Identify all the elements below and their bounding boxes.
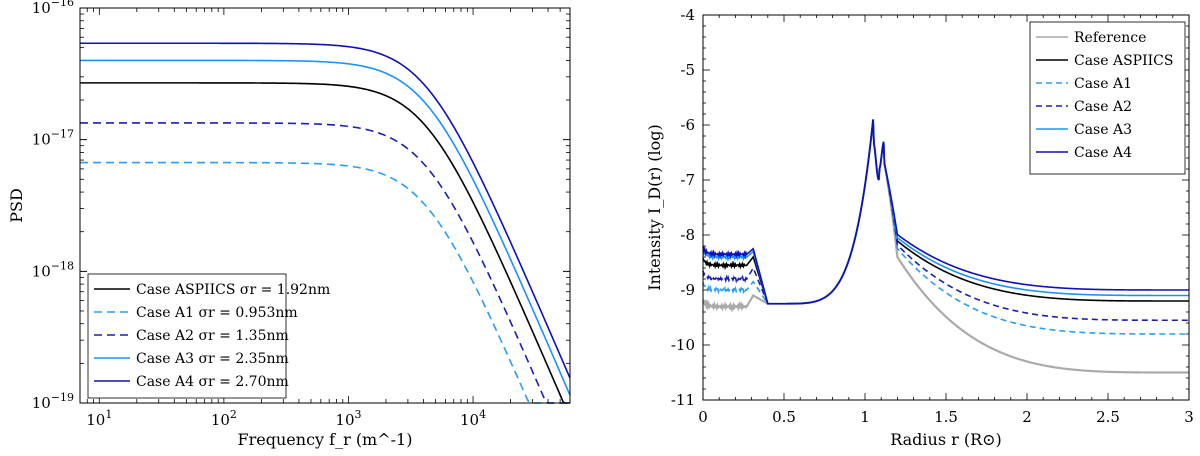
intensity-series-line (702, 119, 1189, 305)
y-axis-label: Intensity I_D(r) (log) (645, 124, 664, 291)
legend-entry: Case A1 (1074, 76, 1132, 92)
x-tick-label: 1 (860, 408, 870, 426)
y-tick-label: 10−19 (32, 391, 74, 412)
x-tick-label: 1.5 (934, 408, 958, 426)
x-tick-label: 104 (460, 408, 486, 429)
y-tick-label: 10−18 (32, 259, 74, 280)
x-tick-label: 0 (698, 408, 708, 426)
psd-series-line (80, 59, 571, 396)
intensity-legend: Reference Case ASPIICS Case A1 Case A2 Case … (1029, 21, 1186, 175)
x-axis-label: Radius r (R⊙) (890, 430, 1002, 449)
legend-entry: Case A4 σr = 2.70nm (136, 374, 289, 390)
psd-series-line (80, 161, 570, 404)
psd-legend: Case ASPIICS σr = 1.92nm Case A1 σr = 0.9… (87, 273, 330, 399)
legend-entry: Reference (1074, 30, 1146, 46)
x-tick-label: 2.5 (1096, 408, 1120, 426)
y-tick-label: -10 (671, 336, 695, 354)
x-tick-label: 102 (211, 408, 237, 429)
legend-entry: Case A2 σr = 1.35nm (136, 328, 289, 344)
psd-axes-frame (79, 7, 571, 404)
intensity-axes-frame (702, 14, 1190, 401)
y-tick-label: -5 (680, 61, 695, 79)
legend-box (87, 273, 287, 399)
legend-entry: Case A1 σr = 0.953nm (136, 305, 298, 321)
x-tick-label: 103 (335, 408, 361, 429)
y-tick-label: -11 (671, 391, 695, 409)
intensity-chart: 0 0.5 1 1.5 2 2.5 3 -11 -10 -9 -8 -7 -6 -5 -4 Radius r … (645, 6, 1194, 449)
legend-box (1029, 21, 1186, 175)
legend-entry: Case A3 (1074, 122, 1132, 138)
y-tick-label: -4 (680, 6, 695, 24)
y-tick-label: -6 (680, 116, 695, 134)
y-tick-label: -9 (680, 281, 695, 299)
psd-series-line (80, 82, 570, 404)
x-tick-label: 0.5 (772, 408, 796, 426)
legend-entry: Case ASPIICS σr = 1.92nm (136, 282, 330, 298)
x-tick-label: 3 (1184, 408, 1194, 426)
y-tick-label: 10−16 (32, 0, 74, 17)
x-axis-label: Frequency f_r (m^-1) (238, 430, 413, 449)
x-tick-label: 2 (1022, 408, 1032, 426)
y-tick-label: -7 (680, 171, 695, 189)
y-tick-label: 10−17 (32, 128, 74, 149)
psd-series-line (80, 122, 570, 404)
y-axis-label: PSD (7, 188, 26, 223)
y-tick-label: -8 (680, 226, 695, 244)
psd-series-line (79, 42, 571, 379)
legend-entry: Case A4 (1074, 145, 1132, 161)
legend-entry: Case ASPIICS (1074, 53, 1173, 69)
legend-entry: Case A2 (1074, 99, 1132, 115)
x-tick-label: 101 (86, 408, 112, 429)
psd-chart: 101 102 103 104 10−19 10−18 10−17 10−16 Frequenc… (7, 0, 571, 449)
legend-entry: Case A3 σr = 2.35nm (136, 351, 289, 367)
